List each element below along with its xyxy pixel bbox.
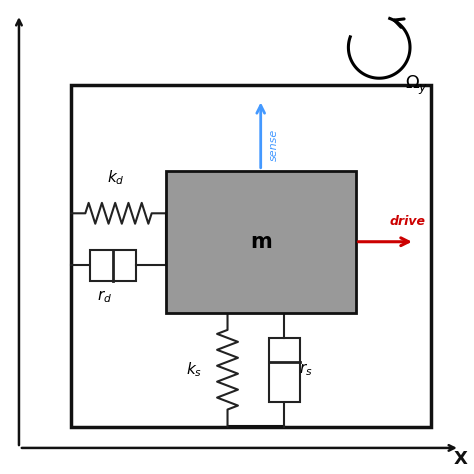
Text: $k_d$: $k_d$ xyxy=(107,168,125,187)
Bar xyxy=(71,85,431,427)
Text: X: X xyxy=(454,450,468,468)
Bar xyxy=(166,171,356,313)
Text: sense: sense xyxy=(269,128,279,161)
Bar xyxy=(269,338,300,401)
Text: m: m xyxy=(250,232,272,252)
Bar xyxy=(90,250,136,281)
Text: $k_s$: $k_s$ xyxy=(186,360,202,379)
Text: $r_d$: $r_d$ xyxy=(97,288,112,305)
Text: drive: drive xyxy=(390,215,426,228)
Text: $r_s$: $r_s$ xyxy=(299,361,312,378)
Text: $\Omega_y$: $\Omega_y$ xyxy=(405,73,429,97)
